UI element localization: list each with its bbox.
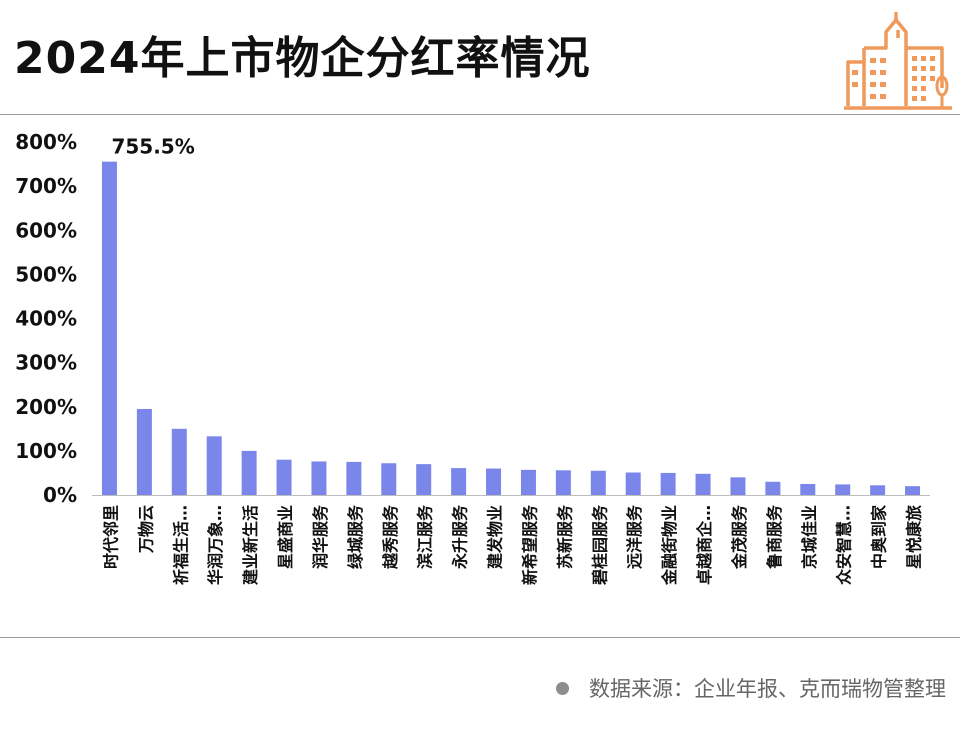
bar xyxy=(381,463,397,495)
bar xyxy=(451,468,467,495)
bar xyxy=(346,461,362,495)
y-tick-label: 200% xyxy=(15,395,77,419)
x-tick-label: 金融街物业 xyxy=(660,505,679,586)
bar xyxy=(171,428,187,495)
bar xyxy=(101,161,117,495)
x-tick-label: 星盛商业 xyxy=(276,505,295,569)
bar xyxy=(555,470,571,495)
bar xyxy=(870,485,886,495)
header-divider xyxy=(0,114,960,115)
data-label: 755.5% xyxy=(111,135,194,159)
x-tick-label: 时代邻里 xyxy=(101,505,120,569)
bar xyxy=(800,483,816,495)
x-tick-label: 碧桂园服务 xyxy=(590,504,609,586)
y-tick-label: 400% xyxy=(15,307,77,331)
bar xyxy=(486,468,502,495)
x-tick-label: 众安智慧… xyxy=(835,505,854,585)
bar xyxy=(835,484,851,495)
bar-chart: 0% 100% 200% 300% 400% 500% 600% 700% 800% 时代邻里 万物… xyxy=(15,130,930,586)
y-tick-label: 800% xyxy=(15,130,77,154)
bar xyxy=(206,436,222,495)
x-tick-label: 鲁商服务 xyxy=(765,504,784,570)
x-tick-label: 京城佳业 xyxy=(800,505,819,569)
x-tick-label: 新希望服务 xyxy=(520,504,539,585)
bar xyxy=(905,486,921,495)
x-tick-label: 华润万象… xyxy=(206,505,225,585)
bar xyxy=(730,477,746,495)
x-tick-label: 滨江服务 xyxy=(416,504,435,569)
bar xyxy=(625,472,641,495)
footer-divider xyxy=(0,637,960,638)
x-tick-label: 建业新生活 xyxy=(241,505,260,585)
bar xyxy=(416,464,432,495)
x-tick-label: 绿城服务 xyxy=(346,504,365,569)
city-buildings-icon xyxy=(842,8,954,116)
source-text: 数据来源：企业年报、克而瑞物管整理 xyxy=(589,677,946,701)
x-tick-label: 中奥到家 xyxy=(870,504,889,569)
bar xyxy=(765,481,781,495)
bar xyxy=(590,470,606,495)
x-tick-label: 永升服务 xyxy=(451,504,470,570)
x-tick-label: 远洋服务 xyxy=(625,504,644,569)
x-tick-label: 金茂服务 xyxy=(730,504,749,570)
y-tick-label: 300% xyxy=(15,351,77,375)
y-tick-label: 700% xyxy=(15,174,77,198)
bar xyxy=(311,461,327,495)
page-title: 2024年上市物企分红率情况 xyxy=(14,33,591,84)
x-tick-label: 卓越商企… xyxy=(695,505,714,585)
y-tick-label: 600% xyxy=(15,218,77,242)
x-tick-label: 越秀服务 xyxy=(381,504,400,570)
bullet-dot-icon xyxy=(556,681,569,695)
bar xyxy=(695,473,711,495)
bar xyxy=(276,459,292,495)
x-tick-label: 万物云 xyxy=(136,505,155,554)
y-tick-label: 100% xyxy=(15,439,77,463)
bar xyxy=(136,408,152,495)
x-tick-label: 苏新服务 xyxy=(555,504,574,569)
source-note: 数据来源：企业年报、克而瑞物管整理 xyxy=(556,673,946,703)
y-tick-label: 0% xyxy=(43,483,77,507)
x-tick-label: 润华服务 xyxy=(311,504,330,569)
bar xyxy=(241,450,257,495)
x-tick-label: 星悦康旅 xyxy=(905,505,924,569)
bar xyxy=(520,469,536,495)
bar xyxy=(660,472,676,495)
x-tick-label: 祈福生活… xyxy=(171,505,190,585)
y-tick-label: 500% xyxy=(15,262,77,286)
x-tick-label: 建发物业 xyxy=(486,505,505,569)
